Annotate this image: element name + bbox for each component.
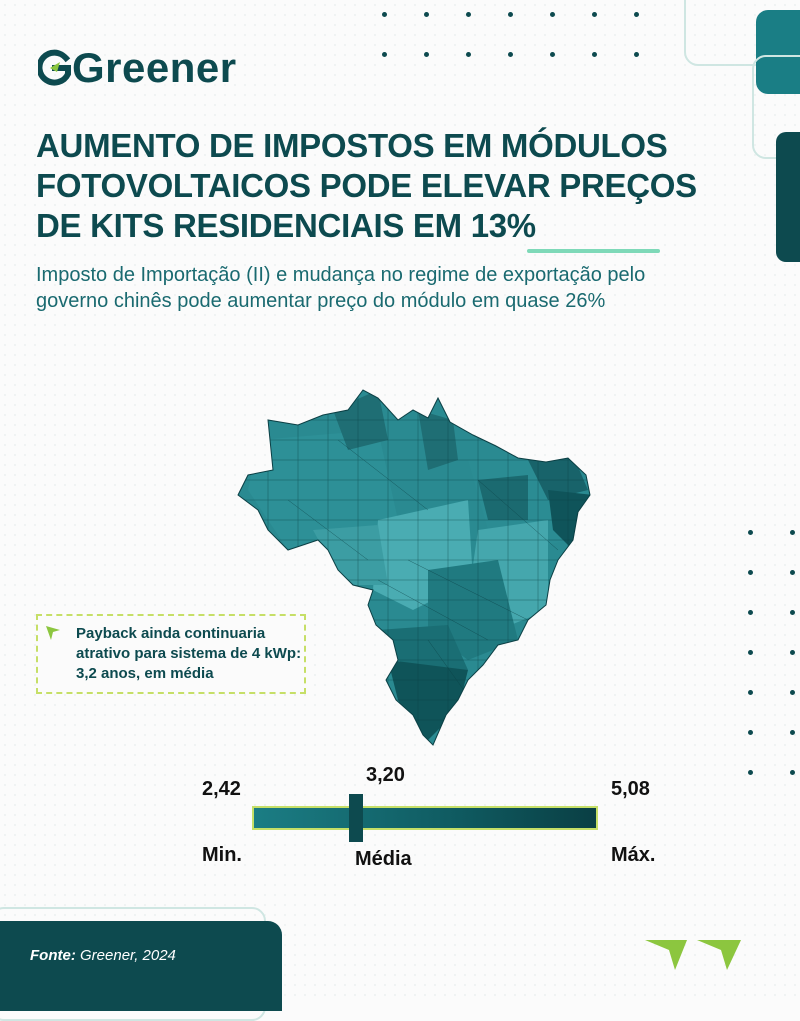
- scale-mean-label: Média: [355, 848, 412, 870]
- scale-max-label: Máx.: [611, 844, 656, 866]
- decor-teal-box: [756, 10, 800, 94]
- decor-dot: [790, 770, 795, 775]
- decor-dot: [634, 52, 639, 57]
- brand-logo: Greener: [38, 44, 237, 92]
- decor-outline-box: [684, 0, 800, 66]
- decor-dot: [748, 610, 753, 615]
- scale-mean-value: 3,20: [366, 764, 405, 786]
- page-title: AUMENTO DE IMPOSTOS EM MÓDULOS FOTOVOLTA…: [36, 127, 697, 244]
- payback-callout: Payback ainda continuaria atrativo para …: [36, 614, 306, 694]
- decor-dot-grid: [748, 530, 800, 790]
- decor-dot: [790, 530, 795, 535]
- payback-scale-bar: [252, 806, 598, 830]
- title-underline: [527, 249, 660, 253]
- decor-dot: [382, 52, 387, 57]
- arrow-pointer-icon: [46, 626, 60, 640]
- decor-dot: [790, 650, 795, 655]
- decor-dark-box: [776, 132, 800, 262]
- decor-dot: [748, 730, 753, 735]
- decor-dot: [592, 12, 597, 17]
- scale-max-value: 5,08: [611, 778, 650, 800]
- decor-dot: [508, 52, 513, 57]
- decor-dot: [790, 610, 795, 615]
- callout-text: Payback ainda continuaria atrativo para …: [76, 625, 302, 682]
- decor-dot: [466, 12, 471, 17]
- decor-dot: [424, 52, 429, 57]
- decor-dot: [550, 12, 555, 17]
- footer-source: Fonte: Greener, 2024: [0, 921, 282, 1011]
- scale-min-value: 2,42: [202, 778, 241, 800]
- brazil-map: [237, 389, 591, 746]
- decor-dot: [508, 12, 513, 17]
- decor-dot: [748, 530, 753, 535]
- decor-dot: [790, 730, 795, 735]
- decor-dot: [748, 650, 753, 655]
- decor-dot: [382, 12, 387, 17]
- source-label: Fonte:: [30, 947, 76, 964]
- brand-name: Greener: [72, 44, 237, 91]
- greener-logo-icon: [38, 49, 71, 86]
- decor-dot: [748, 690, 753, 695]
- decor-dot: [790, 570, 795, 575]
- decor-dot-grid: [382, 12, 682, 60]
- source-text: Fonte: Greener, 2024: [30, 947, 176, 964]
- decor-dot: [592, 52, 597, 57]
- page-subtitle: Imposto de Importação (II) e mudança no …: [36, 264, 646, 312]
- decor-dot: [790, 690, 795, 695]
- decor-dot: [748, 770, 753, 775]
- decor-dot: [550, 52, 555, 57]
- source-value: Greener, 2024: [80, 947, 176, 964]
- decor-dot: [424, 12, 429, 17]
- decor-dot: [466, 52, 471, 57]
- scale-mean-marker: [348, 794, 363, 842]
- decor-dot: [634, 12, 639, 17]
- double-arrow-icon: [645, 940, 741, 970]
- scale-min-label: Min.: [202, 844, 242, 866]
- decor-dot: [748, 570, 753, 575]
